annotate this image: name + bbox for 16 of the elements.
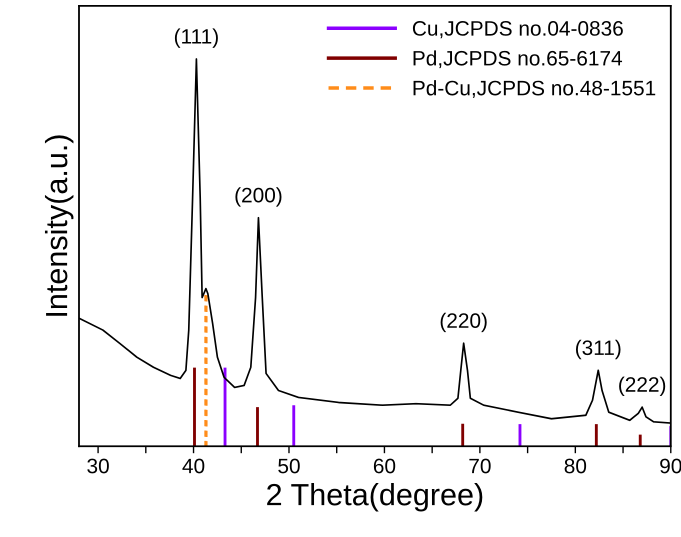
x-tick-label: 80 bbox=[564, 458, 586, 474]
annotation: (220) bbox=[440, 312, 487, 332]
x-tick-label: 60 bbox=[374, 458, 396, 474]
x-axis-title: 2 Theta(degree) bbox=[267, 483, 482, 512]
x-tick-label: 40 bbox=[182, 458, 204, 474]
legend-label: Cu,JCPDS no.04-0836 bbox=[412, 21, 623, 38]
x-tick-label: 50 bbox=[278, 458, 300, 474]
x-tick-label: 70 bbox=[469, 458, 491, 474]
annotation: (311) bbox=[576, 340, 620, 360]
annotation: (200) bbox=[235, 187, 282, 207]
x-tick-label: 30 bbox=[87, 458, 109, 474]
annotation: (222) bbox=[619, 376, 666, 396]
y-axis-title: Intensity(a.u.) bbox=[44, 135, 74, 316]
legend-label: Pd-Cu,JCPDS no.48-1551 bbox=[414, 80, 656, 98]
annotation: (111) bbox=[174, 28, 218, 48]
legend-label: Pd,JCPDS no.65-6174 bbox=[414, 50, 622, 68]
